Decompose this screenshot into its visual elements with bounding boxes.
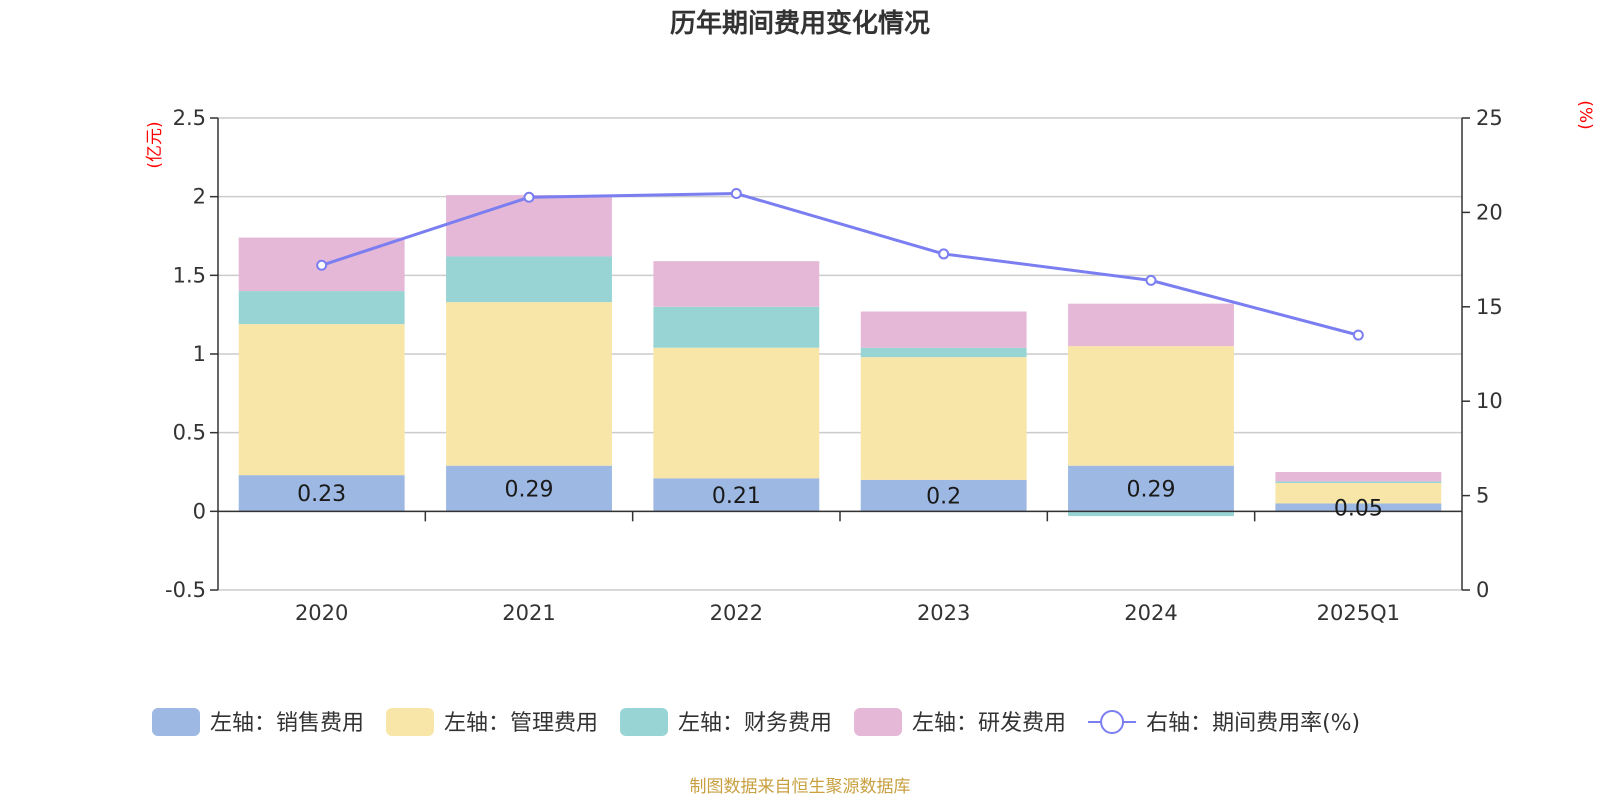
- legend: 左轴：销售费用 左轴：管理费用 左轴：财务费用 左轴：研发费用 右轴：期间费用率(%): [152, 708, 1360, 736]
- right-tick-label: 0: [1476, 578, 1489, 602]
- bars: [238, 195, 1442, 517]
- legend-label: 左轴：管理费用: [444, 711, 598, 736]
- bar-segment-1-2025Q1: [1275, 503, 1442, 512]
- bar-segment-1-2022: [653, 478, 820, 512]
- rate-line-path: [321, 192, 1359, 337]
- bar-segment-2-2022: [653, 347, 820, 479]
- rate-point: [1352, 329, 1364, 341]
- bar-segment-3-2023: [860, 347, 1027, 358]
- right-axis-unit: (%): [1575, 100, 1595, 129]
- data-label: 0.23: [297, 482, 346, 507]
- bar-segment-2-2021: [446, 302, 612, 466]
- rate-point: [1145, 274, 1157, 286]
- rate-point: [523, 191, 535, 203]
- right-tick-label: 20: [1476, 200, 1503, 224]
- data-labels: 0.23 0.29 0.21 0.2 0.29 0.05: [297, 478, 1383, 522]
- legend-label: 左轴：销售费用: [210, 711, 364, 736]
- bar-segment-4-2021: [446, 195, 612, 257]
- right-tick-label: 10: [1476, 389, 1503, 413]
- rate-point: [316, 259, 328, 271]
- bar-segment-1-2020: [238, 475, 405, 512]
- bar-segment-3-2020: [238, 291, 405, 325]
- axes: -0.5 0 0.5 1 1.5 2 2.5 0 5 10 15 20 25 2020 2021 2022 20…: [165, 106, 1503, 625]
- left-tick-label: 1.5: [173, 263, 206, 287]
- rate-point: [730, 188, 742, 200]
- bar-segment-2-2025Q1: [1275, 483, 1442, 504]
- data-label: 0.29: [505, 478, 554, 503]
- bar-segment-2-2023: [860, 357, 1027, 480]
- legend-swatch: [386, 708, 435, 736]
- left-axis-unit: (亿元): [145, 121, 165, 168]
- left-tick-label: 2.5: [173, 106, 206, 130]
- left-tick-label: 2: [193, 185, 206, 209]
- bar-segment-4-2023: [860, 311, 1027, 348]
- x-tick-label: 2025Q1: [1317, 601, 1400, 625]
- legend-swatch: [854, 708, 903, 736]
- left-tick-label: 0: [193, 499, 206, 523]
- bar-segment-3-2022: [653, 306, 820, 348]
- legend-label: 左轴：财务费用: [678, 711, 832, 736]
- legend-swatch: [620, 708, 669, 736]
- x-tick-label: 2022: [710, 601, 763, 625]
- chart-title: 历年期间费用变化情况: [670, 8, 930, 39]
- bar-segment-1-2023: [860, 479, 1027, 512]
- left-tick-label: 0.5: [173, 421, 206, 445]
- data-label: 0.05: [1334, 496, 1383, 521]
- x-tick-label: 2024: [1124, 601, 1177, 625]
- bar-segment-3-2024: [1068, 511, 1234, 517]
- bar-segment-3-2025Q1: [1275, 481, 1442, 484]
- source-note: 制图数据来自恒生聚源数据库: [690, 777, 911, 797]
- rate-point: [938, 248, 950, 260]
- legend-marker: [1100, 710, 1125, 734]
- bar-segment-4-2022: [653, 261, 820, 307]
- left-tick-label: -0.5: [165, 578, 206, 602]
- right-tick-label: 5: [1476, 484, 1489, 508]
- data-label: 0.29: [1127, 478, 1176, 503]
- x-tick-label: 2023: [917, 601, 970, 625]
- bar-segment-1-2024: [1068, 465, 1234, 512]
- bar-segment-2-2020: [238, 324, 405, 476]
- x-tick-label: 2020: [295, 601, 348, 625]
- left-tick-label: 1: [193, 342, 206, 366]
- legend-label: 右轴：期间费用率(%): [1146, 711, 1360, 736]
- legend-swatch: [152, 708, 200, 736]
- bar-segment-1-2021: [446, 465, 612, 512]
- bar-segment-4-2024: [1068, 303, 1234, 347]
- legend-label: 左轴：研发费用: [912, 711, 1066, 736]
- data-label: 0.2: [926, 485, 961, 510]
- data-label: 0.21: [712, 484, 761, 509]
- bar-segment-2-2024: [1068, 346, 1234, 466]
- right-tick-label: 15: [1476, 295, 1503, 319]
- right-tick-label: 25: [1476, 106, 1503, 130]
- bar-segment-3-2021: [446, 256, 612, 303]
- x-tick-label: 2021: [502, 601, 555, 625]
- rate-line: [316, 188, 1364, 341]
- bar-segment-4-2025Q1: [1275, 472, 1442, 482]
